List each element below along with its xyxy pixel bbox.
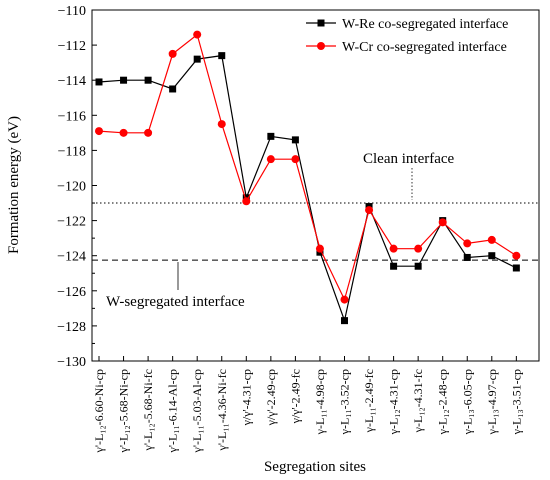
data-point: [242, 197, 251, 206]
x-tick-label: γ-L₁₁-4.98-cp: [313, 369, 327, 435]
y-axis-label: Formation energy (eV): [6, 116, 22, 254]
x-tick-label: γ'-L₁₂-5.68-Ni-fc: [141, 369, 155, 451]
data-point: [512, 251, 521, 260]
axes-layer: −130 −128 −126 −124 −122 −120 −118 −116 −114 −112…: [57, 4, 523, 453]
y-tick-label: −124: [57, 250, 86, 265]
data-point: [144, 76, 152, 84]
series-1: [95, 30, 521, 304]
data-point: [512, 264, 520, 272]
x-tick-label: γ-L₁₂-4.31-fc: [411, 369, 425, 433]
data-point: [487, 235, 496, 244]
x-tick-label: γ-L₁₁-3.52-cp: [338, 369, 352, 435]
data-point: [341, 317, 348, 325]
legend-marker-w-cr: [317, 42, 325, 50]
data-point: [168, 49, 177, 58]
x-tick-label: γ-L₁₂-2.48-cp: [436, 369, 450, 435]
data-point: [169, 85, 177, 93]
x-tick-label: γ'-L₁₂-6.60-Ni-cp: [92, 369, 106, 453]
x-tick-label: γ'-L₁₂-5.68-Ni-cp: [117, 369, 131, 453]
y-tick-label: −126: [57, 285, 86, 300]
clean-interface-label: Clean interface: [363, 151, 455, 167]
y-tick-label: −128: [57, 320, 86, 335]
y-tick-label: −114: [58, 74, 86, 89]
data-point: [389, 244, 398, 253]
data-point: [438, 218, 447, 227]
y-tick-label: −112: [58, 39, 86, 54]
legend-marker-w-re: [317, 19, 325, 27]
x-tick-label: γ/γ'-2.49-fc: [288, 369, 302, 424]
data-point: [365, 206, 374, 215]
data-point: [218, 52, 226, 60]
data-point: [266, 155, 275, 164]
y-tick-label: −116: [58, 109, 86, 124]
data-point: [120, 76, 128, 84]
x-axis-label: Segregation sites: [264, 459, 366, 475]
data-point: [193, 30, 202, 39]
series-0: [95, 52, 520, 325]
x-tick-label: γ'-L₁₁-6.14-Al-cp: [166, 369, 180, 453]
data-point: [95, 78, 103, 86]
series-layer: [95, 30, 521, 325]
data-point: [95, 127, 103, 136]
x-tick-label: γ'-L₁₁-5.03-Al-cp: [190, 369, 204, 453]
x-tick-label: γ/γ'-4.31-cp: [239, 369, 253, 426]
legend-label-w-re: W-Re co-segregated interface: [342, 17, 508, 32]
y-tick-label: −122: [57, 215, 86, 230]
data-point: [267, 132, 275, 140]
y-tick-label: −130: [57, 355, 86, 370]
x-tick-label: γ-L₁₃-3.51-cp: [509, 369, 523, 435]
series-line: [98, 54, 517, 323]
data-point: [217, 120, 226, 129]
data-point: [488, 252, 496, 260]
w-segregated-label: W-segregated interface: [106, 294, 245, 310]
legend-label-w-cr: W-Cr co-segregated interface: [342, 40, 507, 55]
data-point: [463, 253, 471, 261]
x-tick-label: γ'-L₁₁-4.36-Ni-fc: [215, 369, 229, 451]
x-tick-label: γ-L₁₃-6.05-cp: [460, 369, 474, 435]
data-point: [193, 55, 201, 63]
data-point: [414, 244, 423, 253]
data-point: [144, 128, 153, 137]
x-tick-label: γ-L₁₂-4.31-cp: [387, 369, 401, 435]
data-point: [390, 262, 398, 270]
data-point: [119, 128, 128, 137]
series-line: [98, 33, 517, 302]
x-tick-label: γ-L₁₃-4.97-cp: [485, 369, 499, 435]
data-point: [414, 262, 422, 270]
data-point: [291, 136, 299, 144]
y-tick-label: −120: [57, 180, 86, 195]
data-point: [340, 295, 349, 304]
y-tick-label: −110: [58, 4, 86, 19]
y-tick-label: −118: [58, 144, 86, 159]
x-tick-label: γ-L₁₁-2.49-fc: [362, 369, 376, 433]
data-point: [463, 239, 472, 248]
annotation-w-segregated-interface: W-segregated interface: [106, 262, 245, 310]
data-point: [291, 155, 300, 164]
data-point: [315, 244, 324, 253]
annotation-clean-interface: Clean interface: [363, 151, 455, 200]
x-tick-label: γ/γ'-2.49-cp: [264, 369, 278, 426]
legend: W-Re co-segregated interface W-Cr co-seg…: [306, 17, 508, 55]
